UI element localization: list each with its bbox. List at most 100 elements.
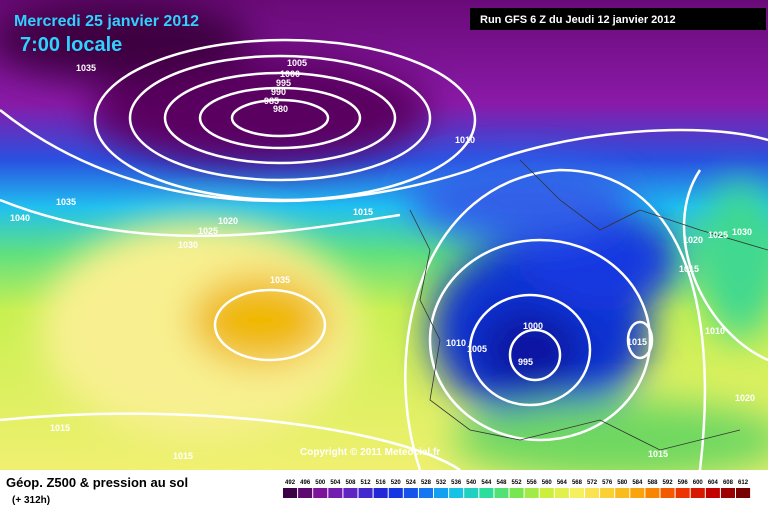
scale-label: 560 <box>542 480 553 486</box>
scale-swatch <box>418 488 433 498</box>
isobar-label: 995 <box>276 78 291 88</box>
scale-swatch <box>313 488 328 498</box>
isobar-label: 1015 <box>353 207 373 217</box>
scale-label: 584 <box>632 480 643 486</box>
scale-swatch <box>736 488 751 498</box>
scale-label: 508 <box>345 480 356 486</box>
scale-label: 500 <box>315 480 326 486</box>
scale-label: 532 <box>436 480 447 486</box>
isobar-label: 980 <box>273 104 288 114</box>
isobar-label: 995 <box>518 357 533 367</box>
scale-label: 540 <box>466 480 477 486</box>
isobar-label: 1000 <box>280 69 300 79</box>
scale-swatch <box>705 488 720 498</box>
scale-label: 600 <box>693 480 704 486</box>
scale-swatch <box>539 488 554 498</box>
scale-swatch <box>720 488 735 498</box>
isobar-label: 1010 <box>446 338 466 348</box>
scale-label: 548 <box>496 480 507 486</box>
isobar-label: 1005 <box>467 344 487 354</box>
isobar-labels: 1035 100510009959909859801010103510151020… <box>10 58 755 461</box>
scale-swatch <box>283 488 298 498</box>
scale-label: 544 <box>481 480 492 486</box>
scale-swatch <box>630 488 645 498</box>
forecast-time: 7:00 locale <box>20 34 122 56</box>
scale-label: 496 <box>300 480 311 486</box>
run-info: Run GFS 6 Z du Jeudi 12 janvier 2012 <box>480 14 676 26</box>
scale-swatch <box>645 488 660 498</box>
isobar-label: 1015 <box>648 449 668 459</box>
scale-swatch <box>328 488 343 498</box>
isobar-label: 1010 <box>705 326 725 336</box>
isobar-label: 1000 <box>523 321 543 331</box>
scale-label: 572 <box>587 480 598 486</box>
isobar-label: 1020 <box>218 216 238 226</box>
isobar-label: 1015 <box>627 337 647 347</box>
isobar-label: 1040 <box>10 213 30 223</box>
forecast-date: Mercredi 25 janvier 2012 <box>14 13 199 30</box>
scale-label: 576 <box>602 480 613 486</box>
isobar-label: 1015 <box>50 423 70 433</box>
isobar-label: 1015 <box>679 264 699 274</box>
isobar-label: 1025 <box>708 230 728 240</box>
scale-swatch <box>585 488 600 498</box>
scale-swatch <box>494 488 509 498</box>
scale-label: 596 <box>678 480 689 486</box>
scale-label: 528 <box>421 480 432 486</box>
scale-label: 604 <box>708 480 719 486</box>
scale-swatch <box>449 488 464 498</box>
isobar-label: 1030 <box>732 227 752 237</box>
scale-swatch <box>524 488 539 498</box>
scale-swatch <box>509 488 524 498</box>
scale-swatch <box>298 488 313 498</box>
scale-label: 524 <box>406 480 417 486</box>
scale-label: 564 <box>557 480 568 486</box>
isobar-label: 1020 <box>735 393 755 403</box>
coastlines <box>409 159 768 451</box>
isobar-label: 1030 <box>178 240 198 250</box>
isobar-label: 1015 <box>173 451 193 461</box>
scale-label: 552 <box>512 480 523 486</box>
scale-swatch <box>600 488 615 498</box>
scale-label: 504 <box>330 480 341 486</box>
scale-swatch <box>403 488 418 498</box>
scale-swatch <box>388 488 403 498</box>
scale-swatch <box>358 488 373 498</box>
scale-label: 516 <box>376 480 387 486</box>
isobar-label: 985 <box>264 96 279 106</box>
scale-label: 568 <box>572 480 583 486</box>
scale-label: 612 <box>738 480 749 486</box>
legend-title: Géop. Z500 & pression au sol <box>6 475 188 490</box>
isobar-label: 1035 <box>270 275 290 285</box>
scale-swatch <box>434 488 449 498</box>
isobar-label: 1035 <box>76 63 96 73</box>
scale-swatch <box>343 488 358 498</box>
scale-swatch <box>569 488 584 498</box>
isobar-label: 1020 <box>683 235 703 245</box>
scale-label: 556 <box>527 480 538 486</box>
scale-swatch <box>690 488 705 498</box>
map-background <box>0 0 768 480</box>
scale-swatch <box>660 488 675 498</box>
isobar-label: 1025 <box>198 226 218 236</box>
isobar-label: 1010 <box>455 135 475 145</box>
run-banner <box>470 8 766 30</box>
scale-label: 520 <box>391 480 402 486</box>
scale-label: 580 <box>617 480 628 486</box>
scale-swatch <box>373 488 388 498</box>
scale-swatch <box>675 488 690 498</box>
scale-swatch <box>615 488 630 498</box>
color-scale: 492 496 500 504 508 512 516 520 524 528 532 536 540 5… <box>283 480 751 498</box>
scale-label: 536 <box>451 480 462 486</box>
scale-label: 492 <box>285 480 296 486</box>
forecast-lead: (+ 312h) <box>12 495 50 506</box>
isobar-label: 1035 <box>56 197 76 207</box>
scale-swatch <box>479 488 494 498</box>
scale-label: 588 <box>647 480 658 486</box>
isobar-label: 990 <box>271 87 286 97</box>
copyright: Copyright © 2011 Meteociel.fr <box>300 447 440 458</box>
scale-label: 512 <box>361 480 372 486</box>
scale-label: 608 <box>723 480 734 486</box>
scale-swatch <box>464 488 479 498</box>
